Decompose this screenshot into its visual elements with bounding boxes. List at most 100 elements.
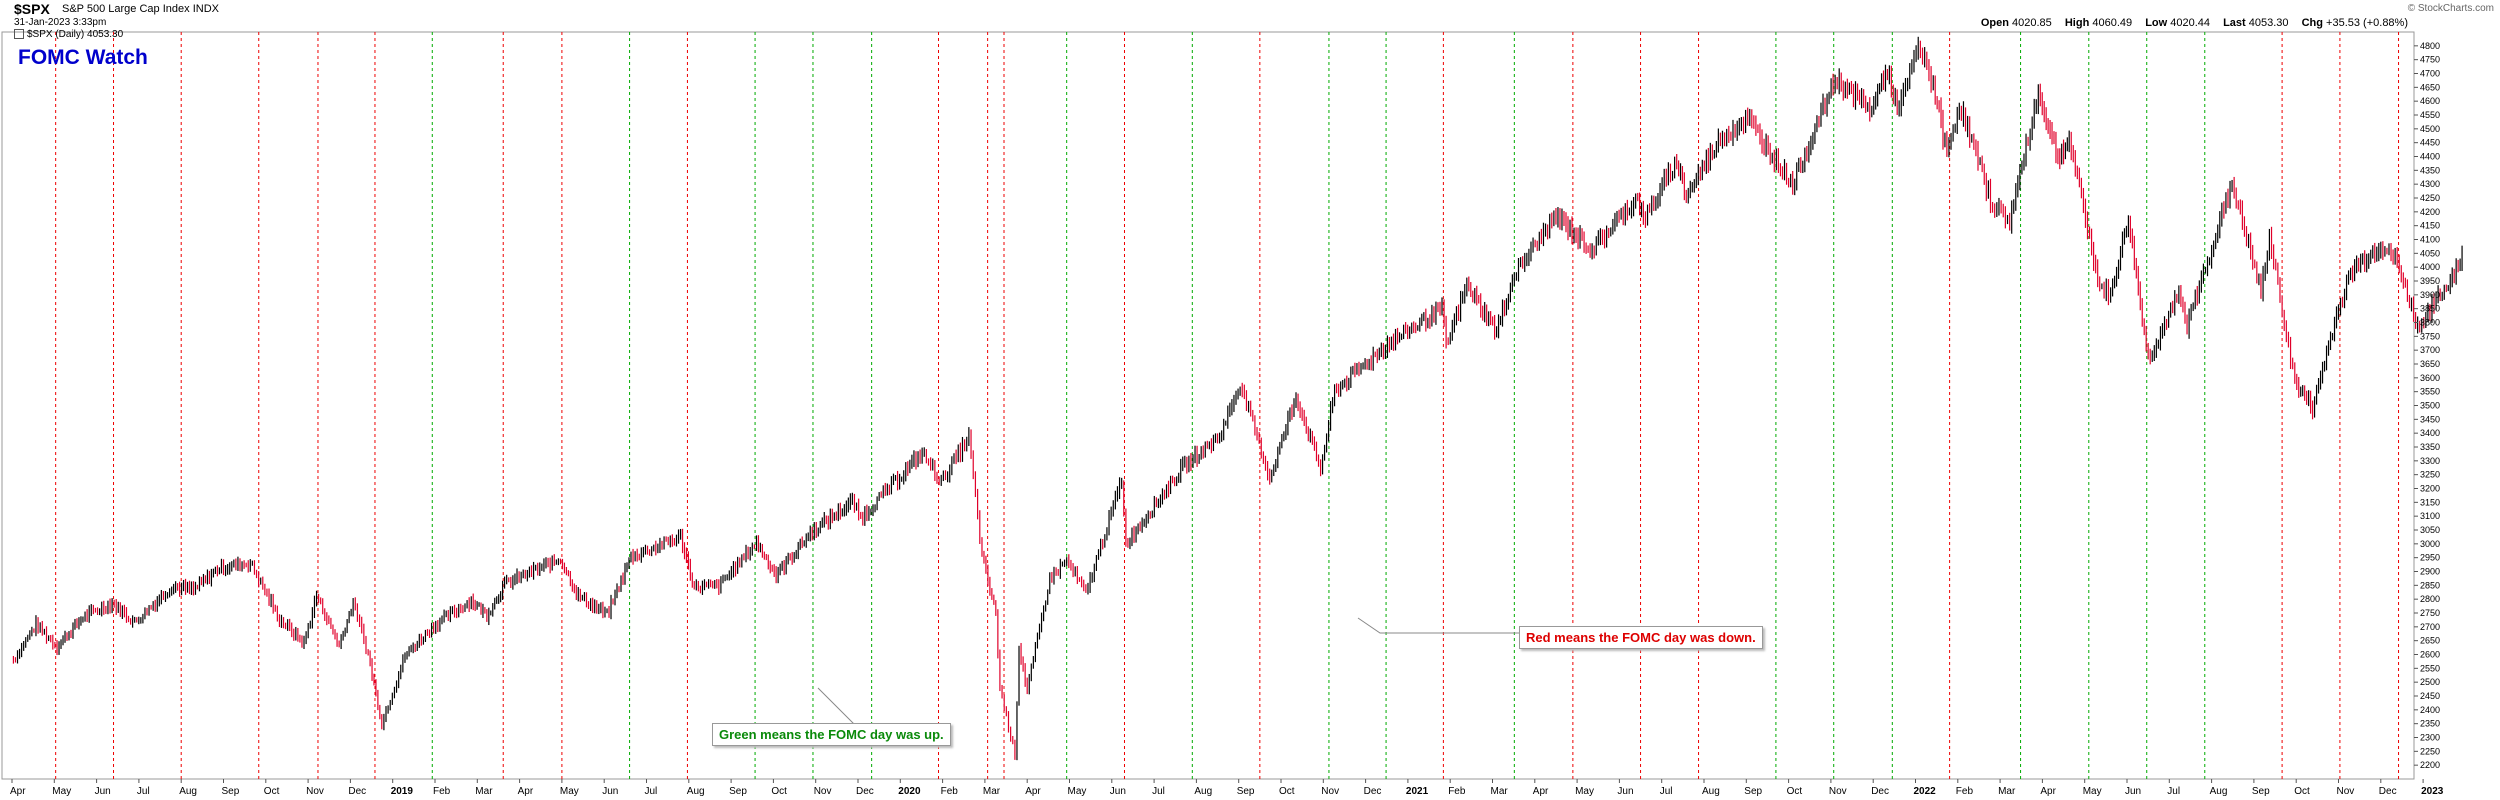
y-tick-label-3600: 3600 xyxy=(2420,373,2440,383)
y-tick-label-3750: 3750 xyxy=(2420,331,2440,341)
red-note-pointer xyxy=(1357,617,1519,634)
y-tick-label-2250: 2250 xyxy=(2420,746,2440,756)
y-tick-label-2350: 2350 xyxy=(2420,719,2440,729)
low-label: Low xyxy=(2145,17,2168,29)
x-tick-label-33: 2021 xyxy=(1406,786,1429,797)
y-tick-label-3300: 3300 xyxy=(2420,456,2440,466)
x-tick-label-9: 2019 xyxy=(391,786,414,797)
x-tick-label-12: Apr xyxy=(518,786,534,797)
y-tick-label-3250: 3250 xyxy=(2420,470,2440,480)
y-axis: 2200 2250 2300 2350 2400 2450 2500 2550 2600 2650… xyxy=(2414,41,2440,770)
y-tick-label-4200: 4200 xyxy=(2420,207,2440,217)
y-tick-label-3850: 3850 xyxy=(2420,304,2440,314)
y-tick-label-2800: 2800 xyxy=(2420,594,2440,604)
high-value: 4060.49 xyxy=(2092,17,2133,29)
y-tick-label-4300: 4300 xyxy=(2420,179,2440,189)
y-tick-label-3500: 3500 xyxy=(2420,401,2440,411)
red-annotation: Red means the FOMC day was down. xyxy=(1519,626,1763,649)
y-tick-label-3000: 3000 xyxy=(2420,539,2440,549)
y-tick-label-3350: 3350 xyxy=(2420,442,2440,452)
x-tick-label-50: Jun xyxy=(2125,786,2141,797)
y-tick-label-2400: 2400 xyxy=(2420,705,2440,715)
x-axis: Apr May Jun Jul Aug Sep Oct Nov Dec 2019 Feb Mar Apr… xyxy=(10,779,2444,797)
x-tick-label-4: Aug xyxy=(179,786,197,797)
y-tick-label-4650: 4650 xyxy=(2420,82,2440,92)
x-tick-label-47: Mar xyxy=(1998,786,2016,797)
x-tick-label-34: Feb xyxy=(1448,786,1466,797)
index-name: S&P 500 Large Cap Index INDX xyxy=(62,3,219,15)
x-tick-label-39: Jul xyxy=(1660,786,1673,797)
last-value: 4053.30 xyxy=(2248,17,2289,29)
x-tick-label-20: Dec xyxy=(856,786,874,797)
y-tick-label-4350: 4350 xyxy=(2420,165,2440,175)
y-tick-label-3650: 3650 xyxy=(2420,359,2440,369)
y-tick-label-3050: 3050 xyxy=(2420,525,2440,535)
y-tick-label-4500: 4500 xyxy=(2420,124,2440,134)
x-tick-label-16: Aug xyxy=(687,786,705,797)
y-tick-label-4400: 4400 xyxy=(2420,152,2440,162)
y-tick-label-4550: 4550 xyxy=(2420,110,2440,120)
x-tick-label-13: May xyxy=(560,786,579,797)
x-tick-label-38: Jun xyxy=(1617,786,1633,797)
exchange-code: INDX xyxy=(192,3,219,15)
x-tick-label-49: May xyxy=(2083,786,2102,797)
high-label: High xyxy=(2064,17,2090,29)
chg-label: Chg xyxy=(2301,17,2323,29)
y-tick-label-3100: 3100 xyxy=(2420,511,2440,521)
legend-text: $SPX (Daily) 4053.30 xyxy=(27,29,124,40)
y-tick-label-2500: 2500 xyxy=(2420,677,2440,687)
last-label: Last xyxy=(2223,17,2246,29)
y-tick-label-3200: 3200 xyxy=(2420,484,2440,494)
y-tick-label-2300: 2300 xyxy=(2420,733,2440,743)
x-tick-label-56: Dec xyxy=(2379,786,2397,797)
y-tick-label-2600: 2600 xyxy=(2420,650,2440,660)
y-tick-label-4100: 4100 xyxy=(2420,235,2440,245)
y-tick-label-3400: 3400 xyxy=(2420,428,2440,438)
fomc-watch-title: FOMC Watch xyxy=(18,46,148,69)
price-series xyxy=(12,36,2463,761)
y-tick-label-2550: 2550 xyxy=(2420,663,2440,673)
x-tick-label-10: Feb xyxy=(433,786,451,797)
y-tick-label-2900: 2900 xyxy=(2420,567,2440,577)
x-tick-label-26: Jun xyxy=(1110,786,1126,797)
y-tick-label-2450: 2450 xyxy=(2420,691,2440,701)
open-label: Open xyxy=(1980,17,2009,29)
open-value: 4020.85 xyxy=(2012,17,2052,29)
x-tick-label-7: Nov xyxy=(306,786,324,797)
y-tick-label-3800: 3800 xyxy=(2420,318,2440,328)
series-legend: $SPX (Daily) 4053.30 xyxy=(14,29,123,40)
x-tick-label-21: 2020 xyxy=(898,786,921,797)
x-tick-label-51: Jul xyxy=(2167,786,2180,797)
x-tick-label-15: Jul xyxy=(645,786,658,797)
x-tick-label-48: Apr xyxy=(2040,786,2056,797)
y-tick-label-2200: 2200 xyxy=(2420,760,2440,770)
y-tick-label-2750: 2750 xyxy=(2420,608,2440,618)
x-tick-label-0: Apr xyxy=(10,786,26,797)
x-tick-label-53: Sep xyxy=(2252,786,2270,797)
y-tick-label-3550: 3550 xyxy=(2420,387,2440,397)
y-tick-label-2850: 2850 xyxy=(2420,580,2440,590)
x-tick-label-43: Nov xyxy=(1829,786,1847,797)
x-tick-label-28: Aug xyxy=(1194,786,1212,797)
y-tick-label-3700: 3700 xyxy=(2420,345,2440,355)
x-tick-label-45: 2022 xyxy=(1914,786,1937,797)
x-tick-label-35: Mar xyxy=(1491,786,1509,797)
x-tick-label-25: May xyxy=(1068,786,1087,797)
x-tick-label-57: 2023 xyxy=(2421,786,2444,797)
y-tick-label-4700: 4700 xyxy=(2420,69,2440,79)
x-tick-label-44: Dec xyxy=(1871,786,1889,797)
x-tick-label-30: Oct xyxy=(1279,786,1295,797)
x-tick-label-54: Oct xyxy=(2294,786,2310,797)
x-tick-label-52: Aug xyxy=(2210,786,2228,797)
y-tick-label-3950: 3950 xyxy=(2420,276,2440,286)
x-tick-label-27: Jul xyxy=(1152,786,1165,797)
y-tick-label-4450: 4450 xyxy=(2420,138,2440,148)
x-tick-label-55: Nov xyxy=(2337,786,2355,797)
x-tick-label-29: Sep xyxy=(1237,786,1255,797)
y-tick-label-2650: 2650 xyxy=(2420,636,2440,646)
x-tick-label-14: Jun xyxy=(602,786,618,797)
x-tick-label-2: Jun xyxy=(95,786,111,797)
y-tick-label-4250: 4250 xyxy=(2420,193,2440,203)
green-annotation: Green means the FOMC day was up. xyxy=(712,723,951,746)
ticker-symbol: $SPX xyxy=(14,1,50,17)
